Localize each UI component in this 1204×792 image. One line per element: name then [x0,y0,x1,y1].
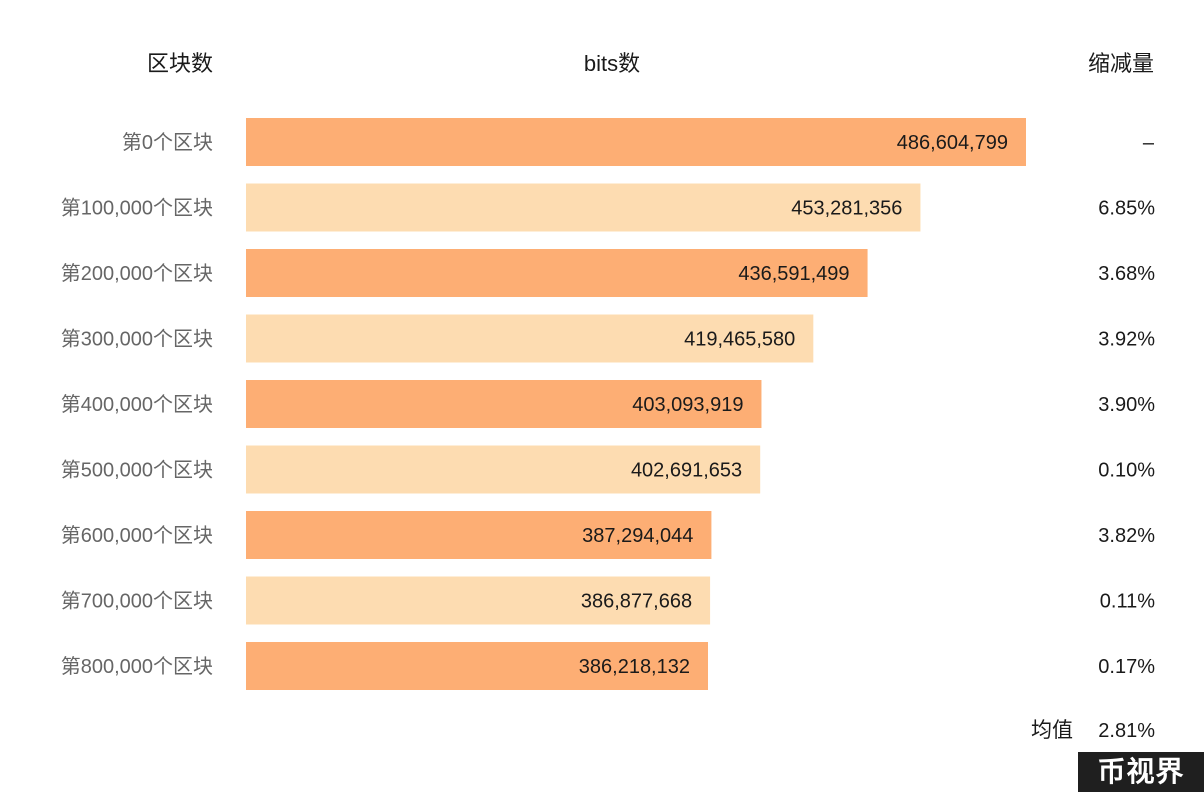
row-label: 第800,000个区块 [61,655,213,678]
row-label: 第500,000个区块 [61,459,213,482]
header-value: bits数 [584,51,640,76]
row-label: 第200,000个区块 [61,262,213,285]
chart-rows: 第0个区块 486,604,799 – 第100,000个区块 453,281,356 6… [61,118,1155,690]
reduction-value: 0.11% [1100,591,1155,613]
bar [246,380,762,428]
header-category: 区块数 [147,51,213,76]
row-label: 第600,000个区块 [61,524,213,547]
row-label: 第400,000个区块 [61,393,213,416]
reduction-value: 3.68% [1098,263,1155,285]
row-label: 第700,000个区块 [61,590,213,613]
row-label: 第300,000个区块 [61,328,213,351]
bar [246,314,814,363]
bar [246,118,1026,166]
bar-value-label: 386,218,132 [579,656,690,678]
bar-value-label: 486,604,799 [897,132,1008,154]
average-label: 均值 [1031,719,1073,742]
bar-value-label: 436,591,499 [738,263,849,285]
row-label: 第0个区块 [122,131,213,154]
reduction-value: 0.10% [1098,460,1155,482]
reduction-value: – [1143,132,1155,154]
header-reduction: 缩减量 [1088,51,1154,76]
bar [246,576,711,625]
bar-value-label: 419,465,580 [684,329,795,351]
watermark-logo: 币视界 [1078,752,1204,792]
bar-value-label: 402,691,653 [631,460,742,482]
bar-value-label: 403,093,919 [632,394,743,416]
bar-value-label: 387,294,044 [582,525,693,547]
reduction-value: 3.90% [1098,394,1155,416]
reduction-value: 3.92% [1098,329,1155,351]
bar [246,183,921,232]
reduction-value: 3.82% [1098,525,1155,547]
bar [246,642,708,690]
bar [246,445,761,494]
reduction-value: 0.17% [1098,656,1155,678]
bar [246,249,868,297]
bar [246,511,712,559]
bar-value-label: 453,281,356 [791,198,902,220]
bar-value-label: 386,877,668 [581,591,692,613]
average-value: 2.81% [1098,720,1155,742]
row-label: 第100,000个区块 [61,197,213,220]
reduction-value: 6.85% [1098,198,1155,220]
